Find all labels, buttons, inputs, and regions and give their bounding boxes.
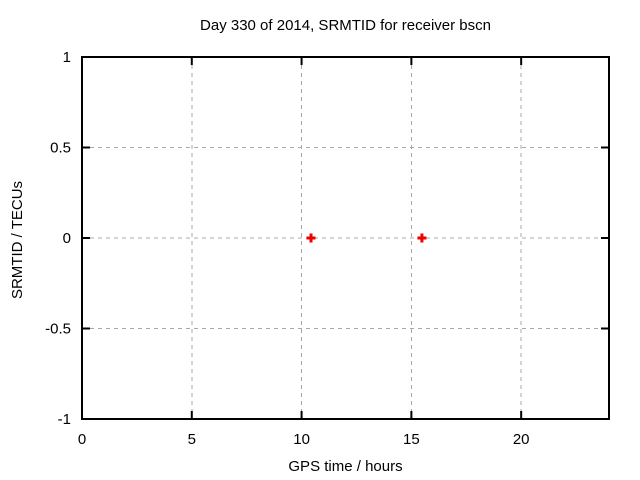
y-tick-label: 1 (63, 49, 71, 66)
chart-title: Day 330 of 2014, SRMTID for receiver bsc… (200, 17, 491, 34)
tick-label-layer: 0 5 10 15 20 -1 -0.5 0 0.5 1 (45, 49, 529, 448)
x-axis-label: GPS time / hours (288, 458, 402, 475)
data-point-plus-marker (306, 233, 316, 243)
x-tick-label: 20 (513, 431, 530, 448)
y-tick-label: 0 (63, 230, 71, 247)
x-tick-label: 0 (78, 431, 86, 448)
y-tick-label: -1 (58, 411, 71, 428)
y-tick-label: -0.5 (45, 321, 71, 338)
x-tick-label: 10 (293, 431, 310, 448)
data-point-plus-marker (417, 233, 427, 243)
x-tick-label: 15 (403, 431, 420, 448)
plot-border (81, 56, 610, 420)
grid-layer (82, 57, 609, 419)
y-axis-label: SRMTID / TECUs (9, 181, 26, 299)
axis-layer (81, 56, 610, 420)
y-tick-label: 0.5 (50, 140, 71, 157)
x-tick-label: 5 (188, 431, 196, 448)
data-points-layer (306, 233, 427, 243)
